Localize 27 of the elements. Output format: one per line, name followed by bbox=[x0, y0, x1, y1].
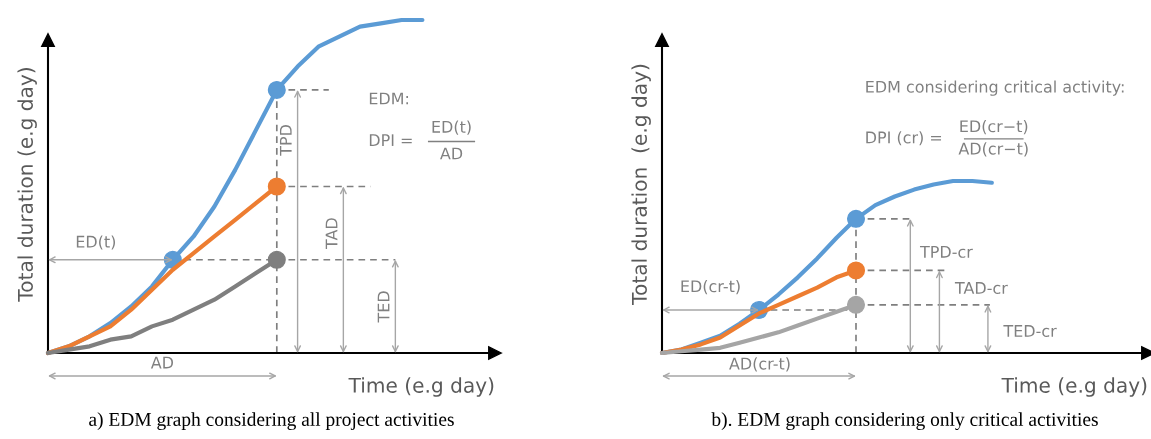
text: EDM considering critical activity: bbox=[866, 80, 1124, 96]
text: TED-cr bbox=[1003, 325, 1057, 337]
text: AD bbox=[440, 147, 463, 160]
annotation: TPD-cr bbox=[919, 246, 973, 258]
point bbox=[846, 209, 866, 228]
y-axis-title: Total duration (e.g day) bbox=[17, 68, 37, 302]
annotation: EDM: bbox=[369, 92, 409, 105]
text: DPI (cr) = bbox=[866, 131, 942, 146]
text: a) EDM graph considering all project activities bbox=[89, 412, 454, 430]
y-axis-title: Total duration (e.g day) bbox=[631, 64, 651, 305]
text: ED(cr−t) bbox=[960, 119, 1028, 135]
text: b). EDM graph considering only critical activities bbox=[711, 412, 1098, 430]
x-axis-title: Time (e.g day) bbox=[348, 377, 494, 397]
text: AD bbox=[150, 356, 174, 369]
annotation: TAD-cr bbox=[954, 282, 1008, 294]
annotation: ED(cr-t) bbox=[681, 279, 740, 295]
annotation: TAD bbox=[325, 218, 338, 250]
annotation: ED(t) bbox=[76, 235, 116, 250]
point bbox=[846, 295, 866, 314]
x-axis-title: Time (e.g day) bbox=[1001, 377, 1147, 397]
annotation: ED(t) bbox=[432, 120, 471, 135]
annotation: DPI = bbox=[369, 134, 412, 146]
annotation: TED bbox=[377, 291, 390, 323]
point bbox=[846, 261, 866, 280]
text: AD(cr-t) bbox=[729, 357, 790, 372]
annotation: TPD bbox=[279, 124, 292, 156]
text: AD(cr−t) bbox=[958, 142, 1028, 157]
